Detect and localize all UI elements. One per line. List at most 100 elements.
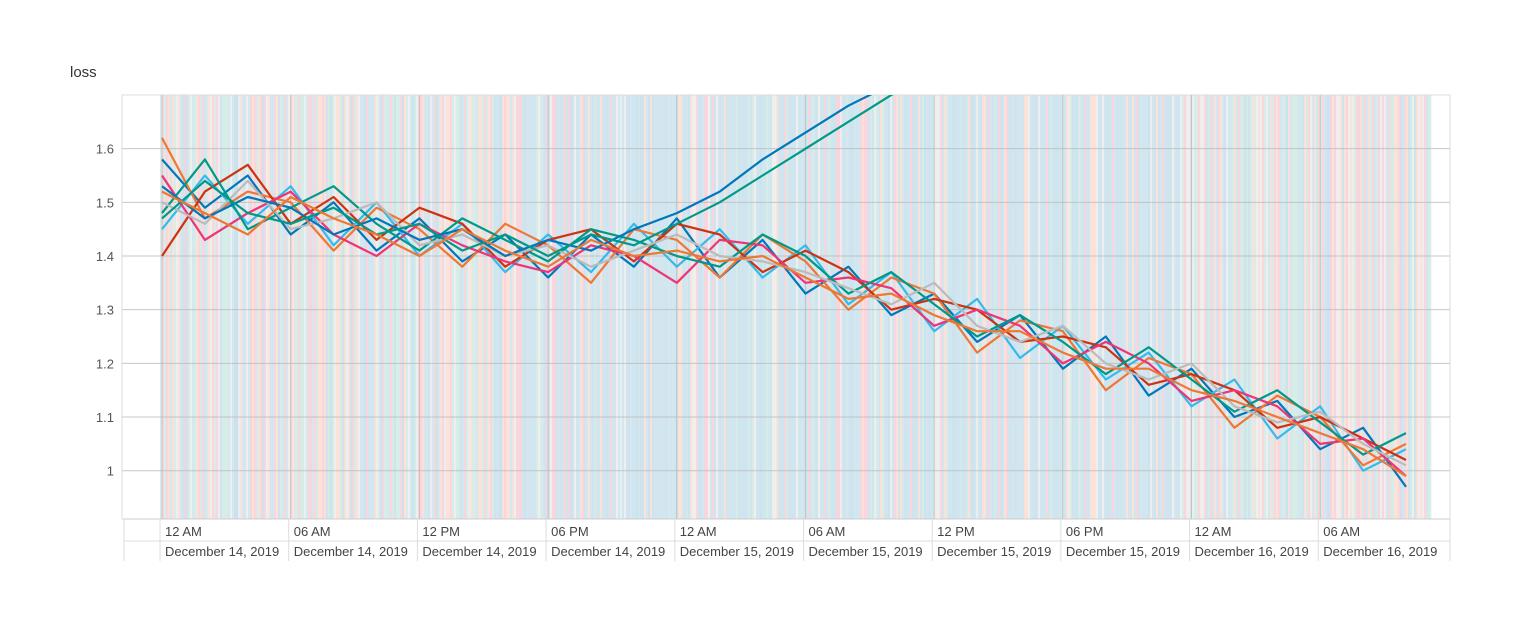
- x-tick-date-label: December 15, 2019: [1066, 544, 1180, 559]
- raw-data-stripe: [408, 95, 411, 519]
- raw-data-stripe: [870, 95, 873, 519]
- raw-data-stripe: [1024, 95, 1027, 519]
- raw-data-stripe: [694, 95, 698, 519]
- raw-data-stripe: [1364, 95, 1368, 519]
- raw-data-stripe: [1162, 95, 1165, 519]
- raw-data-stripe: [1306, 95, 1310, 519]
- raw-data-stripe: [556, 95, 559, 519]
- raw-data-stripe: [600, 95, 603, 519]
- raw-data-stripe: [996, 95, 1000, 519]
- raw-data-stripe: [236, 95, 240, 519]
- raw-data-stripe: [728, 95, 731, 519]
- raw-data-stripe: [346, 95, 350, 519]
- raw-data-stripe: [1124, 95, 1127, 519]
- raw-data-stripe: [272, 95, 275, 519]
- raw-data-stripe: [238, 95, 242, 519]
- raw-data-stripe: [1264, 95, 1268, 519]
- raw-data-stripe: [1422, 95, 1425, 519]
- raw-data-stripe: [740, 95, 744, 519]
- raw-data-stripe: [994, 95, 998, 519]
- raw-data-stripe: [1196, 95, 1199, 519]
- raw-data-stripe: [764, 95, 767, 519]
- raw-data-stripe: [1118, 95, 1122, 519]
- raw-data-stripe: [848, 95, 851, 519]
- raw-data-stripe: [368, 95, 372, 519]
- raw-data-stripe: [262, 95, 265, 519]
- raw-data-stripe: [296, 95, 299, 519]
- raw-data-stripe: [462, 95, 465, 519]
- raw-data-stripe: [362, 95, 365, 519]
- raw-data-stripe: [168, 95, 171, 519]
- raw-data-stripe: [354, 95, 358, 519]
- raw-data-stripe: [178, 95, 181, 519]
- raw-data-stripe: [1296, 95, 1300, 519]
- series-line-8: [161, 95, 873, 258]
- raw-data-stripe: [1382, 95, 1385, 519]
- raw-data-stripe: [224, 95, 228, 519]
- raw-data-stripe: [1222, 95, 1225, 519]
- raw-data-stripe: [874, 95, 877, 519]
- raw-data-stripe: [172, 95, 175, 519]
- raw-data-stripe: [630, 95, 634, 519]
- raw-data-stripe: [822, 95, 825, 519]
- raw-data-stripe: [594, 95, 598, 519]
- raw-data-stripe: [242, 95, 245, 519]
- raw-data-stripe: [1176, 95, 1179, 519]
- raw-data-stripe: [954, 95, 957, 519]
- x-tick-date-label: December 15, 2019: [680, 544, 794, 559]
- raw-data-stripe: [696, 95, 699, 519]
- raw-data-stripe: [818, 95, 822, 519]
- raw-data-stripe: [174, 95, 177, 519]
- raw-data-stripe: [716, 95, 719, 519]
- raw-data-stripe: [1286, 95, 1290, 519]
- raw-data-stripe: [1234, 95, 1238, 519]
- raw-data-stripe: [788, 95, 792, 519]
- raw-data-stripe: [1104, 95, 1107, 519]
- raw-data-stripe: [1326, 95, 1330, 519]
- raw-data-stripe: [720, 95, 723, 519]
- raw-data-stripe: [756, 95, 760, 519]
- raw-data-stripe: [1136, 95, 1139, 519]
- raw-data-stripe: [1412, 95, 1416, 519]
- raw-data-stripe: [1344, 95, 1348, 519]
- raw-data-stripe: [280, 95, 283, 519]
- raw-data-stripe: [1362, 95, 1365, 519]
- raw-data-stripe: [1030, 95, 1034, 519]
- raw-data-stripe: [1226, 95, 1229, 519]
- raw-data-stripe: [416, 95, 419, 519]
- raw-data-stripe: [422, 95, 426, 519]
- raw-data-stripe: [1154, 95, 1157, 519]
- raw-data-stripe: [1198, 95, 1201, 519]
- raw-data-stripe: [166, 95, 170, 519]
- raw-data-stripe: [264, 95, 267, 519]
- raw-data-stripe: [366, 95, 369, 519]
- raw-data-stripe: [466, 95, 470, 519]
- raw-data-stripe: [480, 95, 484, 519]
- raw-data-stripe: [1156, 95, 1159, 519]
- raw-data-stripe: [928, 95, 932, 519]
- raw-data-stripe: [800, 95, 803, 519]
- raw-data-stripe: [856, 95, 860, 519]
- raw-data-stripe: [538, 95, 541, 519]
- raw-data-stripe: [1008, 95, 1012, 519]
- raw-data-stripe: [890, 95, 894, 519]
- raw-data-stripe: [574, 95, 578, 519]
- raw-data-stripe: [950, 95, 954, 519]
- raw-data-stripe: [1074, 95, 1078, 519]
- raw-data-stripe: [350, 95, 354, 519]
- raw-data-stripe: [500, 95, 504, 519]
- raw-data-stripe: [1410, 95, 1413, 519]
- raw-data-stripe: [376, 95, 379, 519]
- raw-data-stripe: [838, 95, 842, 519]
- raw-data-stripe: [894, 95, 897, 519]
- raw-data-stripe: [1048, 95, 1052, 519]
- raw-data-stripe: [1022, 95, 1026, 519]
- raw-data-stripe: [252, 95, 255, 519]
- raw-data-stripe: [492, 95, 496, 519]
- raw-data-stripe: [1200, 95, 1204, 519]
- raw-data-stripe: [1066, 95, 1069, 519]
- raw-data-stripe: [780, 95, 784, 519]
- raw-data-stripe: [180, 95, 183, 519]
- raw-data-stripe: [748, 95, 752, 519]
- raw-data-stripe: [470, 95, 473, 519]
